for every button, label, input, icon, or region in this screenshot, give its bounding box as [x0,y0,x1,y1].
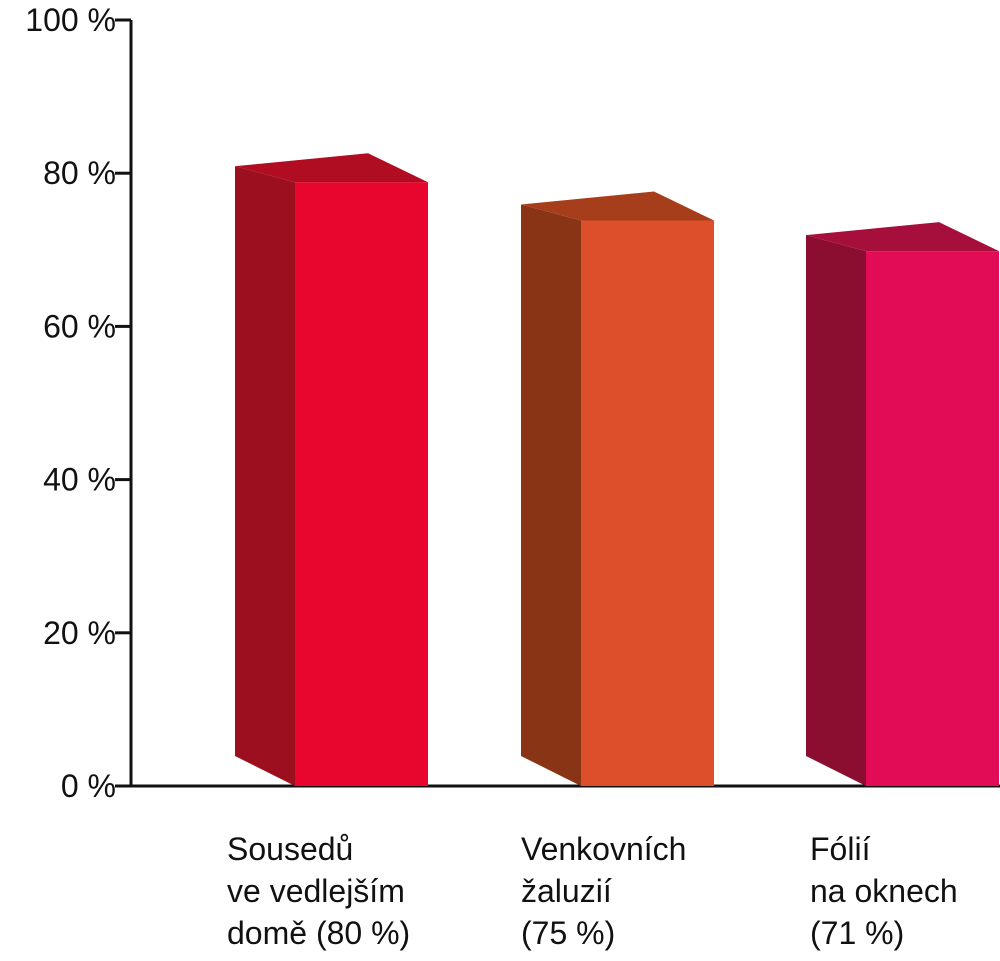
bar-side [806,235,866,786]
y-tick-label: 20 % [43,615,116,651]
y-tick-label: 80 % [43,155,116,191]
category-labels: Sousedů ve vedlejším domě (80 %) Venkovních… [227,831,958,951]
bar-group [806,222,999,786]
bar-side [521,204,581,786]
y-tick-label: 60 % [43,308,116,344]
y-tick-label: 0 % [61,768,116,804]
chart-axes [129,20,1000,788]
category-label-line: žaluzií [521,873,612,909]
bar [866,251,999,786]
bars [235,153,999,786]
bar [581,220,714,786]
category-label-line: ve vedlejším [227,873,405,909]
bar-top [235,153,428,183]
category-label-line: na oknech [810,873,958,909]
category-label-line: Sousedů [227,831,353,867]
bar-top [521,191,714,221]
bar-side [235,166,295,786]
category-label-line: Fólií [810,831,871,867]
category-label-line: Venkovních [521,831,686,867]
bar-top [806,222,999,252]
y-tick-label: 100 % [25,2,116,38]
category-label: Sousedů ve vedlejším domě (80 %) [227,831,410,951]
category-label: Venkovních žaluzií (75 %) [521,831,686,951]
bar [295,182,428,786]
bar-group [521,191,714,786]
y-ticks: 0 % 20 % 40 % 60 % 80 % 100 % [25,2,131,804]
bar-group [235,153,428,786]
category-label-line: (71 %) [810,915,904,951]
category-label-line: domě (80 %) [227,915,410,951]
y-tick-label: 40 % [43,462,116,498]
category-label: Fólií na oknech (71 %) [810,831,958,951]
category-label-line: (75 %) [521,915,615,951]
